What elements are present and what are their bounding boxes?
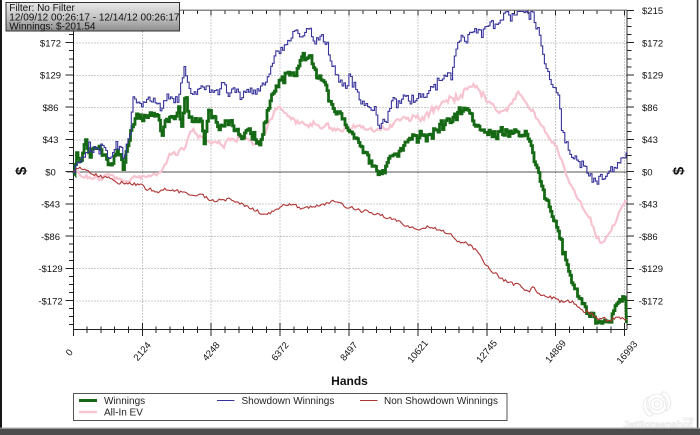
svg-text:$86: $86 [43, 103, 59, 114]
svg-text:$43: $43 [642, 135, 658, 146]
svg-text:Winnings: $-201.54: Winnings: $-201.54 [9, 22, 96, 33]
svg-text:$0: $0 [642, 167, 653, 178]
svg-text:$43: $43 [43, 135, 59, 146]
svg-text:$172: $172 [642, 38, 663, 49]
svg-text:$: $ [671, 166, 688, 175]
svg-text:-$129: -$129 [38, 264, 62, 275]
svg-text:$0: $0 [45, 167, 56, 178]
svg-text:$129: $129 [40, 71, 61, 82]
svg-text:0: 0 [64, 347, 76, 358]
svg-text:-$86: -$86 [41, 232, 60, 243]
svg-text:-$172: -$172 [38, 296, 62, 307]
svg-text:$129: $129 [642, 71, 663, 82]
svg-text:All-In EV: All-In EV [104, 408, 143, 419]
svg-text:COM: COM [683, 417, 694, 422]
svg-text:-$43: -$43 [41, 200, 60, 211]
svg-text:Non Showdown Winnings: Non Showdown Winnings [384, 396, 498, 407]
svg-text:$172: $172 [40, 38, 61, 49]
svg-text:$86: $86 [642, 103, 658, 114]
svg-text:Filter: No Filter: Filter: No Filter [9, 3, 75, 14]
svg-text:Winnings: Winnings [104, 396, 145, 407]
svg-text:-$172: -$172 [639, 296, 663, 307]
svg-text:12/09/12 00:26:17 - 12/14/12 0: 12/09/12 00:26:17 - 12/14/12 00:26:17 [9, 12, 180, 23]
svg-text:-$129: -$129 [639, 264, 663, 275]
svg-text:Hands: Hands [331, 374, 368, 388]
svg-text:$: $ [13, 166, 30, 175]
svg-text:-$43: -$43 [639, 200, 658, 211]
svg-text:-$86: -$86 [639, 232, 658, 243]
svg-text:$215: $215 [642, 6, 663, 17]
svg-text:Showdown Winnings: Showdown Winnings [242, 396, 335, 407]
svg-text:JetScreenshot: JetScreenshot [624, 420, 694, 431]
